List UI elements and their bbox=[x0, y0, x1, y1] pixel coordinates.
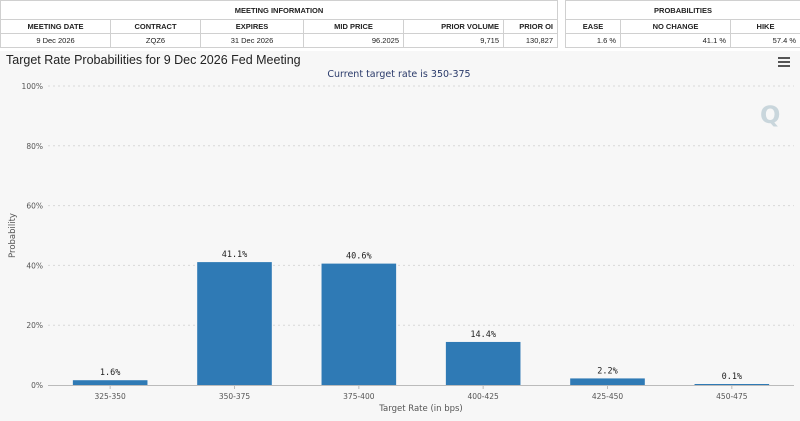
x-tick-label: 350-375 bbox=[219, 392, 251, 401]
y-tick-label: 0% bbox=[31, 381, 43, 390]
col-contract: CONTRACT bbox=[110, 19, 201, 34]
col-prior-volume: PRIOR VOLUME bbox=[403, 19, 504, 34]
meeting-date-value: 9 Dec 2026 bbox=[0, 33, 111, 48]
bar-350-375 bbox=[197, 262, 272, 385]
prior-volume-value: 9,715 bbox=[403, 33, 504, 48]
ease-value: 1.6 % bbox=[565, 33, 621, 48]
col-expires: EXPIRES bbox=[200, 19, 304, 34]
watermark-logo: Q bbox=[760, 101, 781, 129]
chart-title: Target Rate Probabilities for 9 Dec 2026… bbox=[6, 53, 301, 67]
y-tick-label: 80% bbox=[26, 142, 43, 151]
data-label: 41.1% bbox=[222, 250, 248, 260]
table-row: 9 Dec 2026 ZQZ6 31 Dec 2026 96.2025 9,71… bbox=[0, 33, 559, 48]
no-change-value: 41.1 % bbox=[620, 33, 731, 48]
data-label: 14.4% bbox=[470, 330, 496, 340]
col-hike: HIKE bbox=[729, 19, 800, 34]
y-tick-label: 60% bbox=[26, 202, 43, 211]
mid-price-value: 96.2025 bbox=[303, 33, 404, 48]
chart-subtitle: Current target rate is 350-375 bbox=[327, 69, 470, 80]
hike-value: 57.4 % bbox=[729, 33, 800, 48]
bar-375-400 bbox=[321, 263, 397, 385]
contract-value: ZQZ6 bbox=[110, 33, 201, 48]
y-tick-label: 20% bbox=[26, 321, 43, 330]
bar-325-350 bbox=[72, 380, 148, 385]
x-tick-label: 375-400 bbox=[343, 392, 375, 401]
x-tick-label: 325-350 bbox=[94, 392, 126, 401]
chart-panel: Current target rate is 350-375 0% 20% 40% 60… bbox=[0, 51, 800, 421]
data-label: 40.6% bbox=[346, 252, 372, 262]
table-row: 1.6 % 41.1 % 57.4 % bbox=[565, 33, 800, 48]
col-mid-price: MID PRICE bbox=[303, 19, 404, 34]
y-tick-label: 40% bbox=[26, 261, 43, 270]
probabilities-header: PROBABILITIES bbox=[564, 0, 800, 20]
bar-425-450 bbox=[570, 378, 645, 385]
bar-chart: Current target rate is 350-375 0% 20% 40% 60… bbox=[8, 69, 794, 414]
col-prior-oi: PRIOR OI bbox=[502, 19, 559, 34]
prior-oi-value: 130,827 bbox=[502, 33, 559, 48]
col-no-change: NO CHANGE bbox=[620, 19, 731, 34]
x-axis-title: Target Rate (in bps) bbox=[378, 404, 463, 414]
y-tick-label: 100% bbox=[22, 82, 43, 91]
bar-450-475 bbox=[694, 384, 770, 385]
expires-value: 31 Dec 2026 bbox=[200, 33, 304, 48]
data-label: 0.1% bbox=[722, 372, 742, 382]
y-axis-title: Probability bbox=[8, 213, 18, 258]
probabilities-table: PROBABILITIES EASE NO CHANGE HIKE 1.6 % … bbox=[564, 0, 800, 48]
col-meeting-date: MEETING DATE bbox=[0, 19, 111, 34]
hamburger-menu-icon[interactable] bbox=[778, 57, 790, 67]
bar-400-425 bbox=[445, 341, 521, 385]
data-label: 2.2% bbox=[597, 366, 617, 376]
x-tick-label: 400-425 bbox=[467, 392, 499, 401]
x-tick-label: 450-475 bbox=[716, 392, 748, 401]
x-tick-label: 425-450 bbox=[592, 392, 624, 401]
data-label: 1.6% bbox=[100, 368, 120, 378]
col-ease: EASE bbox=[565, 19, 621, 34]
meeting-information-table: MEETING INFORMATION MEETING DATE CONTRAC… bbox=[0, 0, 559, 48]
meeting-information-header: MEETING INFORMATION bbox=[0, 0, 559, 20]
